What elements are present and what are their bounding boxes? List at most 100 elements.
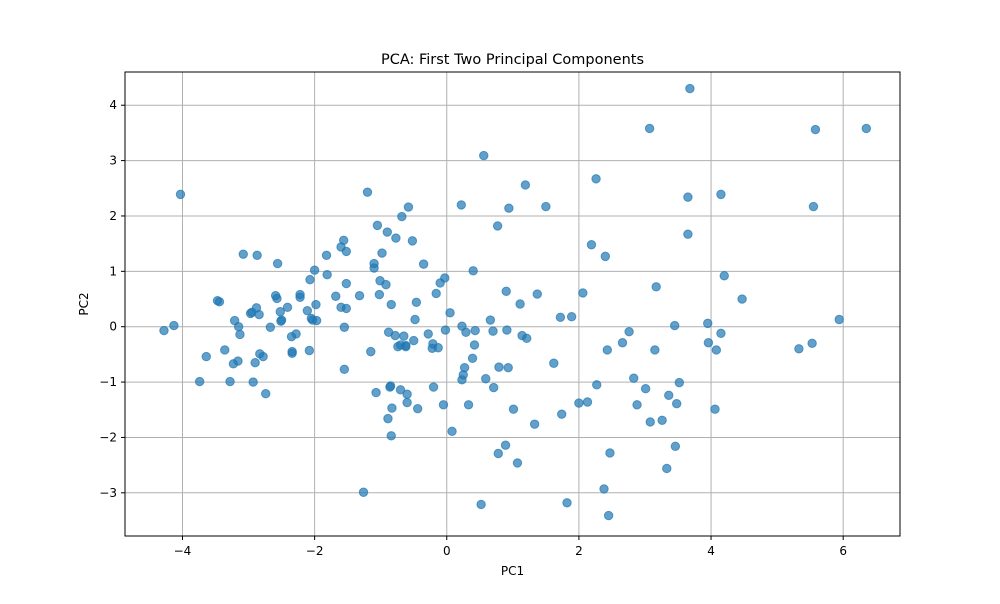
data-point [512, 458, 523, 468]
y-tick-label: −2 [99, 430, 117, 444]
data-point [591, 174, 601, 184]
data-point [338, 235, 349, 246]
data-point [412, 403, 423, 414]
data-point [683, 192, 693, 202]
data-point [440, 325, 451, 335]
data-point [331, 291, 341, 301]
y-tick-label: −1 [99, 375, 117, 389]
data-point [175, 189, 186, 200]
data-point [463, 400, 474, 410]
data-point [291, 329, 301, 339]
data-point [662, 463, 672, 474]
data-point [582, 397, 593, 407]
x-tick-label: 0 [443, 544, 451, 558]
data-point [354, 290, 365, 301]
data-point [456, 200, 466, 210]
data-point [502, 325, 512, 335]
y-tick-label: 3 [109, 154, 117, 168]
data-point [468, 266, 478, 276]
data-point [617, 338, 628, 348]
data-point [402, 397, 412, 408]
data-point [295, 292, 305, 303]
data-point [685, 83, 695, 94]
data-point [374, 289, 385, 300]
data-point [386, 431, 396, 441]
data-point [592, 380, 602, 390]
plot-area [125, 72, 900, 536]
data-point [492, 221, 503, 231]
y-tick-label: 0 [109, 320, 117, 334]
data-point [515, 299, 525, 309]
data-point [362, 187, 373, 197]
data-point [358, 487, 369, 497]
data-point [555, 312, 566, 322]
data-point [670, 320, 680, 331]
data-point [403, 202, 414, 212]
data-point [169, 320, 179, 331]
data-point [500, 440, 511, 450]
data-point [399, 331, 409, 341]
data-point [265, 322, 276, 332]
data-point [599, 484, 609, 494]
grid [125, 72, 900, 536]
data-point [703, 338, 714, 348]
data-point [810, 124, 821, 135]
data-point [377, 248, 387, 258]
data-point [657, 415, 667, 425]
data-point [395, 385, 406, 395]
data-point [382, 227, 392, 237]
data-point [339, 322, 350, 332]
data-point [504, 203, 514, 213]
data-point [476, 499, 486, 510]
y-tick-label: 1 [109, 264, 117, 278]
data-point [272, 293, 282, 304]
data-point [719, 271, 729, 281]
data-point [671, 398, 682, 409]
data-point [586, 240, 597, 250]
data-point [501, 286, 511, 296]
data-point [508, 404, 519, 414]
axis-ticks: −4 −2 0 2 4 6 −3 −2 −1 0 1 2 3 4 [99, 98, 847, 558]
data-point [341, 278, 352, 289]
data-point [387, 403, 397, 413]
data-point [529, 419, 540, 429]
x-axis-label: PC1 [501, 564, 524, 578]
data-point [562, 498, 572, 508]
data-point [469, 340, 480, 350]
data-point [481, 374, 491, 384]
y-tick-label: 4 [109, 98, 117, 112]
data-point [339, 364, 350, 375]
data-point [493, 448, 503, 459]
data-point [272, 258, 283, 269]
data-point [459, 362, 470, 373]
data-point [433, 343, 443, 353]
data-point [431, 288, 441, 299]
data-point [632, 400, 642, 410]
data-point [201, 351, 211, 362]
data-point [341, 303, 352, 314]
data-point [670, 441, 681, 452]
data-point [861, 123, 872, 134]
data-point [711, 345, 722, 355]
data-point [549, 358, 559, 368]
data-point [461, 327, 471, 337]
data-point [440, 273, 450, 283]
data-point [645, 417, 655, 427]
x-tick-label: −4 [174, 544, 192, 558]
data-point [410, 314, 420, 325]
data-point [386, 299, 396, 310]
plot-frame [124, 71, 901, 537]
data-point [703, 318, 713, 329]
data-point [447, 426, 457, 437]
y-tick-label: 2 [109, 209, 117, 223]
data-point [411, 297, 422, 308]
data-point [383, 413, 393, 424]
data-point [488, 326, 498, 336]
data-point [276, 315, 287, 325]
data-point [214, 297, 225, 307]
x-tick-label: 4 [707, 544, 715, 558]
data-point [311, 299, 321, 310]
data-point [401, 341, 411, 352]
data-point [385, 382, 395, 392]
